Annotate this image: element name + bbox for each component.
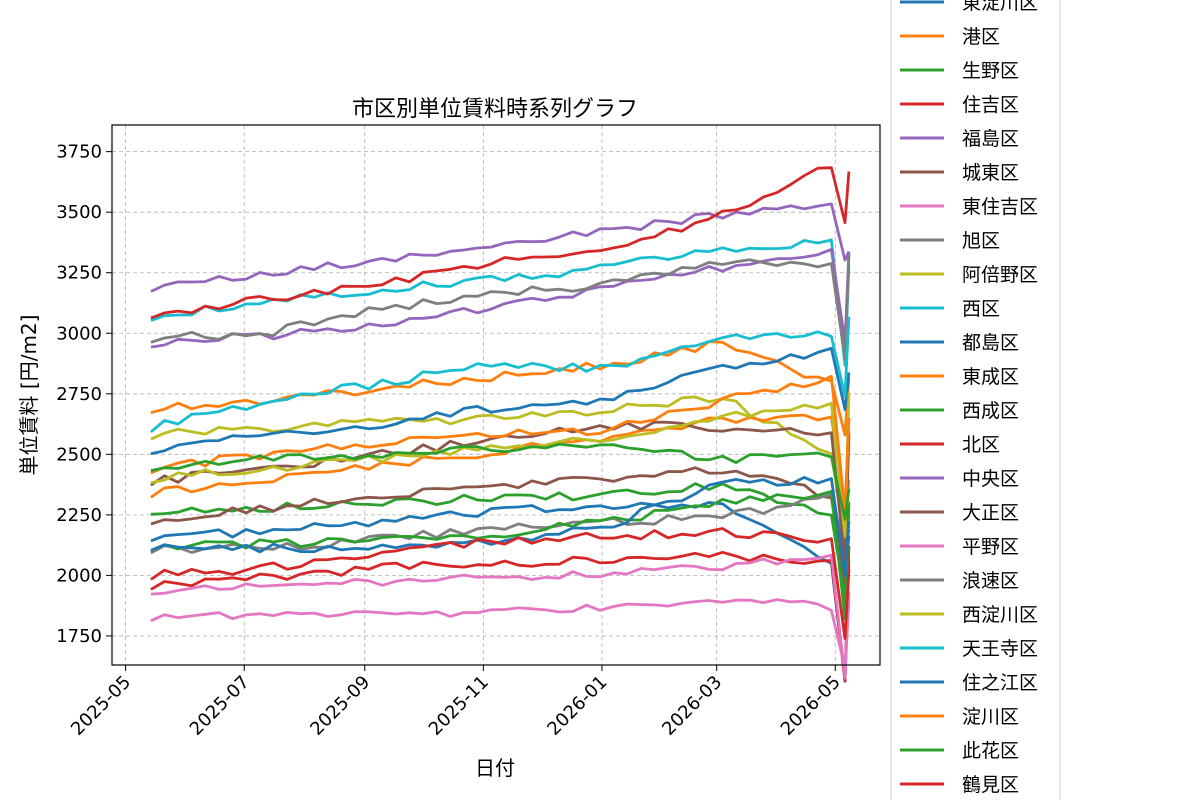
series-line-2: [150, 482, 851, 600]
legend-label-17: 浪速区: [962, 570, 1019, 592]
legend-label-9: 西区: [962, 298, 1000, 320]
legend-label-19: 天王寺区: [962, 638, 1038, 660]
legend-label-8: 阿倍野区: [962, 264, 1038, 286]
legend-label-10: 都島区: [962, 332, 1019, 354]
legend-label-15: 大正区: [962, 502, 1019, 524]
series-line-17: [150, 254, 851, 360]
series-line-8: [150, 395, 851, 543]
series-line-20: [150, 476, 851, 578]
series-line-16: [150, 598, 851, 670]
legend-label-12: 西成区: [962, 400, 1019, 422]
legend-label-7: 旭区: [962, 230, 1000, 252]
y-tick-label: 2750: [56, 384, 102, 405]
y-tick-label: 2250: [56, 505, 102, 526]
y-tick-label: 3500: [56, 202, 102, 223]
series-line-5: [150, 466, 851, 585]
series-line-21: [150, 374, 851, 513]
series-line-13: [150, 166, 851, 320]
legend-label-22: 此花区: [962, 740, 1019, 762]
series-line-19: [150, 316, 851, 433]
legend-label-20: 住之江区: [962, 672, 1038, 694]
y-axis-label: 単位賃料 [円/m2]: [17, 315, 41, 476]
series-line-0: [150, 501, 851, 683]
y-tick-label: 2500: [56, 444, 102, 465]
legend-label-14: 中央区: [962, 468, 1019, 490]
series-line-4: [150, 202, 851, 293]
series-line-6: [150, 553, 851, 680]
legend-label-13: 北区: [962, 434, 1000, 456]
y-axis-ticks: 1750 2000 2250 2500 2750 3000 3250 3500 3750: [56, 142, 112, 647]
legend-label-0: 東淀川区: [962, 0, 1038, 14]
y-tick-label: 3250: [56, 263, 102, 284]
series-line-22: [150, 442, 851, 521]
legend-label-4: 福島区: [962, 128, 1019, 150]
legend-label-16: 平野区: [962, 536, 1019, 558]
legend-label-21: 淀川区: [962, 706, 1019, 728]
series-line-10: [150, 346, 851, 456]
series-lines: [150, 166, 851, 683]
series-line-9: [150, 238, 851, 367]
series-line-3: [150, 545, 851, 683]
y-tick-label: 3000: [56, 323, 102, 344]
legend-frame: [890, 0, 1061, 800]
legend-label-1: 港区: [962, 26, 1000, 48]
series-line-12: [150, 490, 851, 621]
legend-label-11: 東成区: [962, 366, 1019, 388]
series-line-11: [150, 413, 851, 509]
series-line-14: [150, 248, 851, 349]
series-line-7: [150, 492, 851, 555]
legend-label-3: 住吉区: [962, 94, 1019, 116]
legend-label-5: 城東区: [962, 162, 1019, 184]
legend-label-18: 西淀川区: [962, 604, 1038, 626]
series-line-23: [150, 527, 851, 641]
plot-area-frame: [111, 124, 881, 666]
x-axis-label: 日付: [475, 756, 515, 780]
chart-title: 市区別単位賃料時系列グラフ: [352, 97, 638, 122]
legend-label-6: 東住吉区: [962, 196, 1038, 218]
y-tick-label: 2000: [56, 565, 102, 586]
y-tick-label: 3750: [56, 142, 102, 163]
legend: 東淀川区港区生野区住吉区福島区城東区東住吉区旭区阿倍野区西区都島区東成区西成区北…: [890, 0, 1061, 800]
legend-label-2: 生野区: [962, 60, 1019, 82]
y-tick-label: 1750: [56, 626, 102, 647]
series-line-18: [150, 393, 851, 538]
legend-label-23: 鶴見区: [962, 774, 1019, 796]
